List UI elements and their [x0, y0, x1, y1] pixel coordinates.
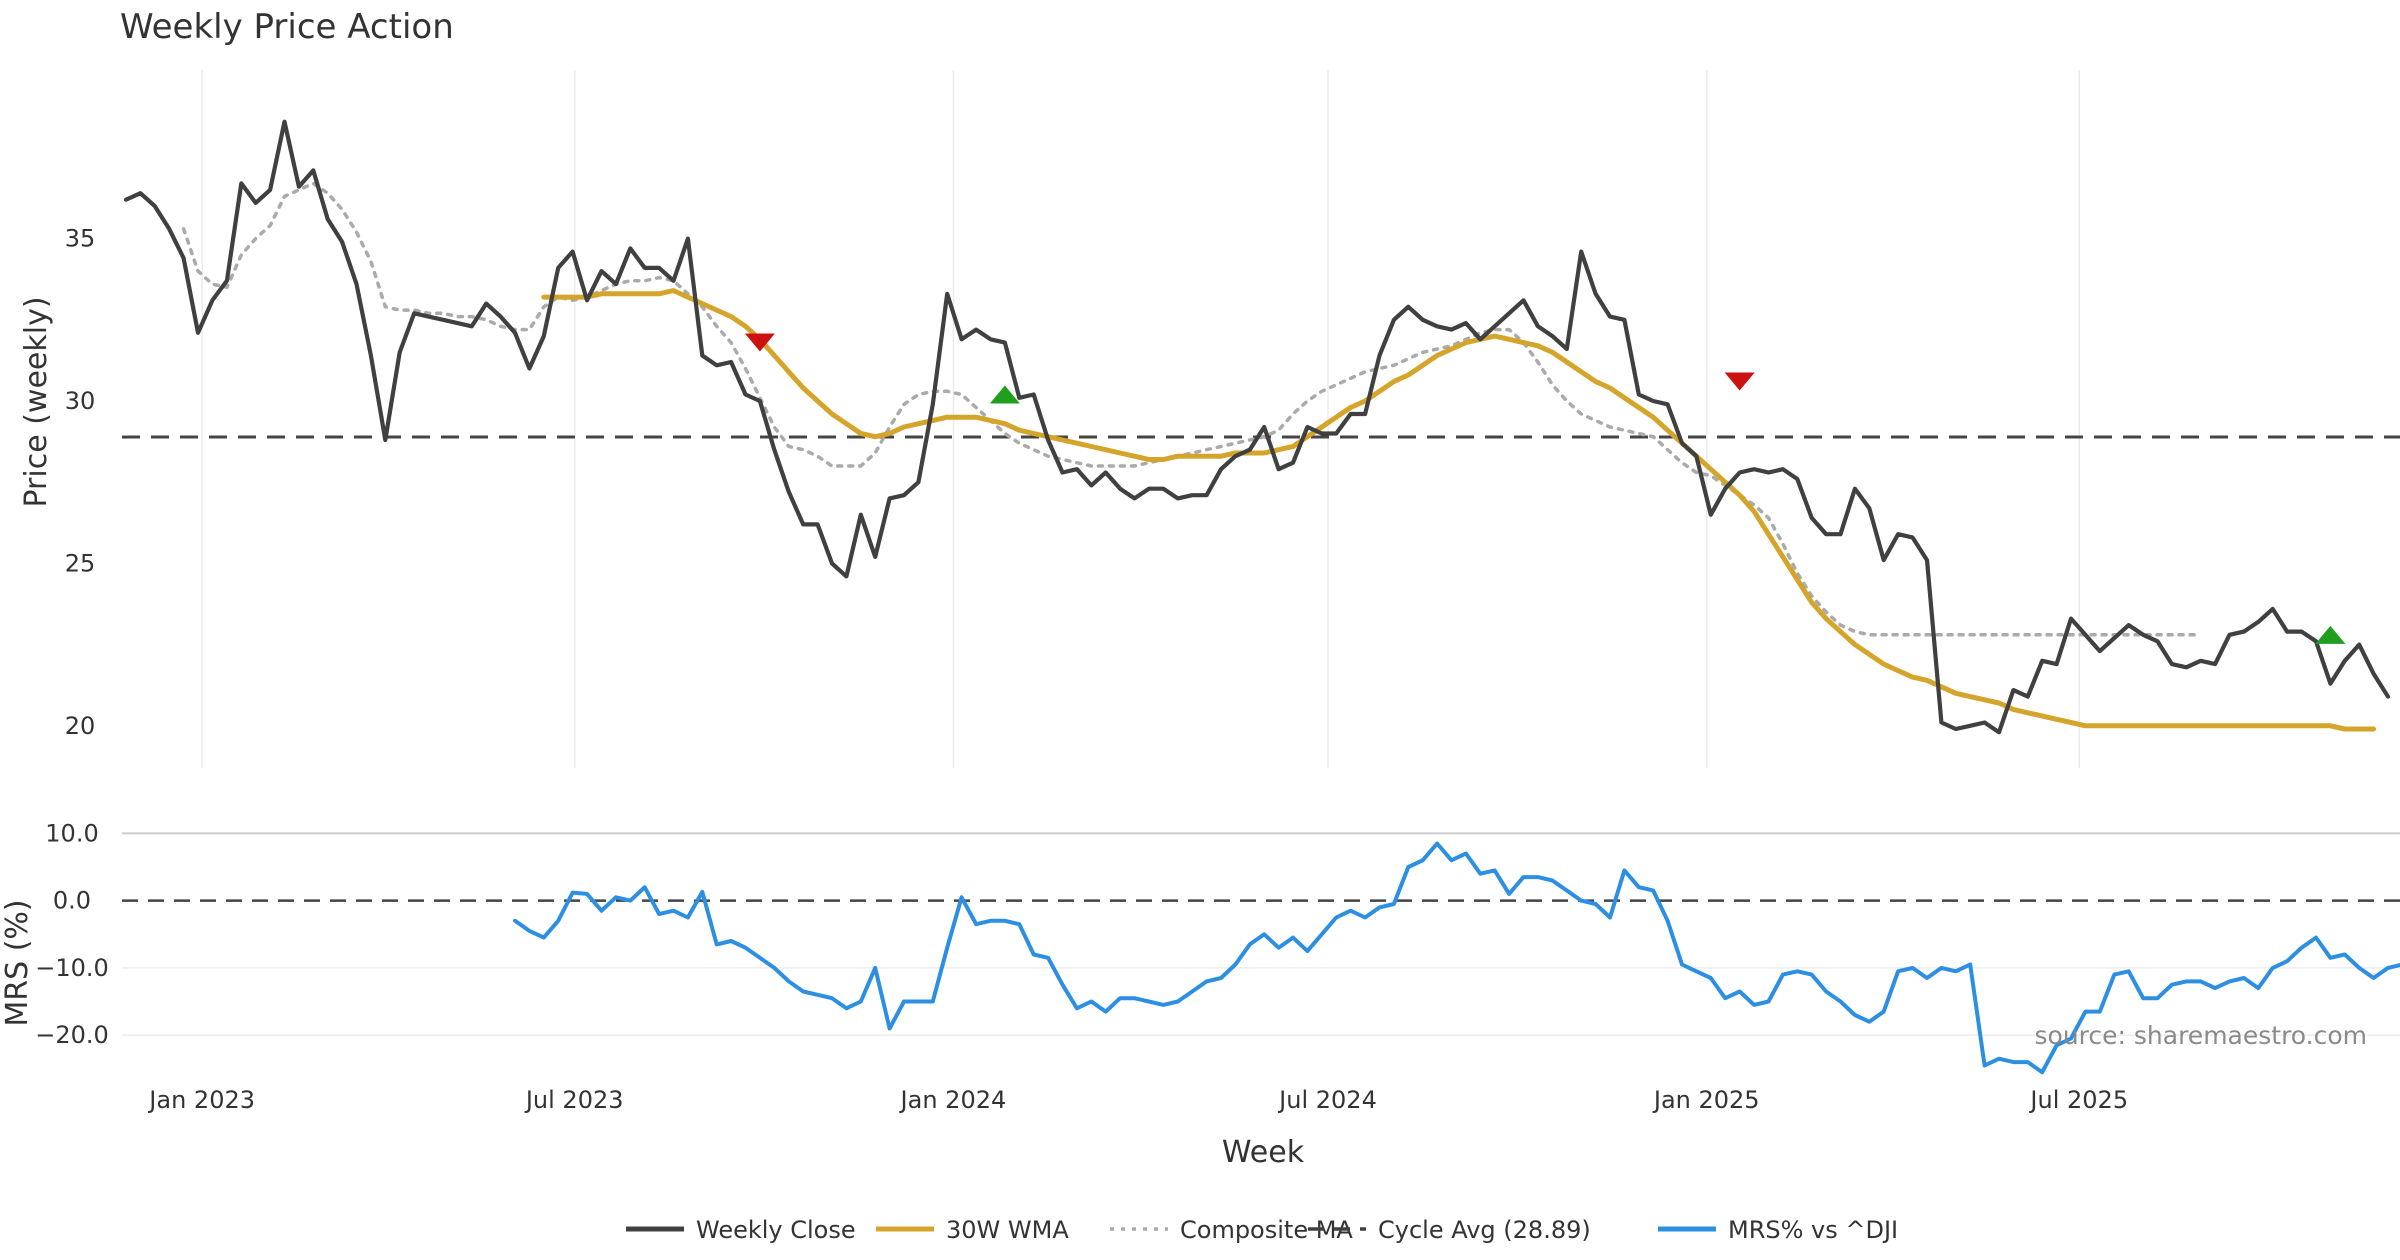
price-series — [123, 119, 2391, 735]
mrs-line — [513, 841, 2400, 1075]
mrs-y-ticks: 10.0 0.0 −10.0 −20.0 — [35, 819, 109, 1049]
price-y-tick-label: 30 — [65, 387, 96, 415]
composite-ma-line — [181, 181, 2203, 637]
price-y-tick-label: 35 — [65, 225, 96, 253]
x-tick-label: Jan 2025 — [1652, 1086, 1760, 1114]
price-y-tick-label: 20 — [65, 712, 96, 740]
wma-30w-line — [541, 288, 2377, 732]
sell-signal-marker — [744, 333, 775, 352]
mrs-y-tick-label: 0.0 — [53, 887, 91, 915]
x-tick-label: Jul 2024 — [1277, 1086, 1377, 1114]
legend-label: 30W WMA — [946, 1216, 1069, 1244]
legend-label: Composite MA — [1180, 1216, 1353, 1244]
x-tick-label: Jan 2023 — [147, 1086, 255, 1114]
x-axis-label: Week — [1222, 1135, 1305, 1170]
legend-item: MRS% vs ^DJI — [1658, 1216, 1898, 1244]
mrs-y-axis-label: MRS (%) — [0, 899, 35, 1026]
mrs-y-tick-label: −20.0 — [35, 1021, 109, 1049]
mrs-y-tick-label: −10.0 — [35, 954, 109, 982]
x-tick-label: Jul 2023 — [524, 1086, 624, 1114]
legend-label: Cycle Avg (28.89) — [1378, 1216, 1591, 1244]
mrs-series — [513, 841, 2400, 1075]
sell-signal-marker — [1724, 372, 1755, 391]
buy-signal-marker — [2315, 625, 2346, 644]
legend-label: Weekly Close — [696, 1216, 856, 1244]
price-signals — [744, 333, 2346, 644]
legend-label: MRS% vs ^DJI — [1728, 1216, 1898, 1244]
price-y-tick-label: 25 — [65, 549, 96, 577]
mrs-y-tick-label: 10.0 — [45, 819, 98, 847]
legend-item: Cycle Avg (28.89) — [1308, 1216, 1591, 1244]
buy-signal-marker — [989, 385, 1020, 404]
weekly-close-line — [123, 119, 2391, 735]
x-tick-labels: Jan 2023 Jul 2023 Jan 2024 Jul 2024 Jan 2025… — [147, 1086, 2128, 1114]
price-gridlines — [201, 70, 2081, 768]
legend-item: Weekly Close — [626, 1216, 856, 1244]
legend-item: Composite MA — [1110, 1216, 1353, 1244]
price-y-ticks: 20 25 30 35 — [65, 225, 96, 740]
mrs-gridlines — [122, 832, 2400, 1036]
price-y-axis-label: Price (weekly) — [19, 296, 54, 507]
x-tick-label: Jan 2024 — [899, 1086, 1007, 1114]
x-tick-label: Jul 2025 — [2028, 1086, 2128, 1114]
source-note: source: sharemaestro.com — [2035, 1021, 2368, 1050]
legend: Weekly Close 30W WMA Composite MA Cycle Avg… — [626, 1216, 1898, 1244]
chart-title: Weekly Price Action — [120, 7, 454, 47]
legend-item: 30W WMA — [876, 1216, 1069, 1244]
